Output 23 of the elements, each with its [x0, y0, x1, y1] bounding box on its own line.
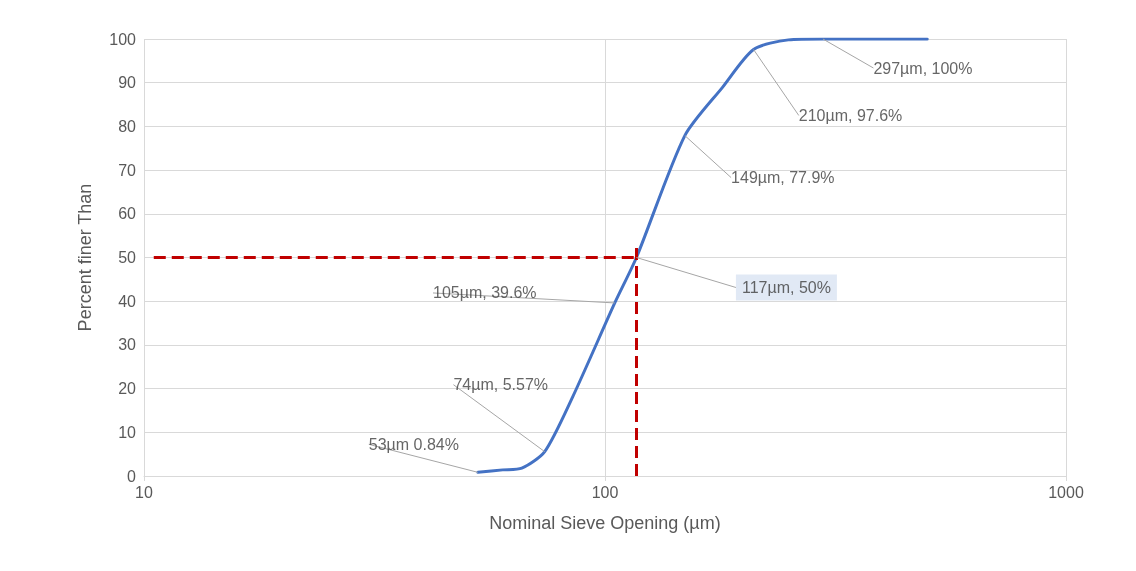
y-tick-label: 100 [109, 30, 137, 48]
y-tick-label: 80 [118, 117, 137, 135]
y-tick-label: 20 [118, 380, 137, 398]
y-tick-label: 30 [118, 336, 137, 354]
annotation: 297µm, 100% [873, 59, 973, 77]
y-tick-label: 50 [118, 249, 137, 266]
y-tick-label: 0 [127, 467, 137, 485]
x-axis-title: Nominal Sieve Opening (µm) [489, 513, 721, 533]
y-tick-label: 70 [118, 161, 137, 179]
annotation: 210µm, 97.6% [798, 106, 903, 124]
y-tick-label: 60 [118, 205, 137, 223]
annotation: 105µm, 39.6% [433, 284, 537, 302]
annotation: 149µm, 77.9% [731, 169, 835, 187]
x-tick-label: 100 [591, 483, 619, 501]
annotation: 53µm 0.84% [368, 435, 459, 453]
annotation: 74µm, 5.57% [453, 376, 549, 394]
y-axis-title: Percent finer Than [75, 183, 95, 332]
annotation: 117µm, 50% [741, 279, 831, 296]
y-tick-label: 10 [118, 423, 137, 441]
x-tick-label: 1000 [1048, 483, 1084, 501]
y-tick-label: 40 [118, 292, 137, 310]
y-tick-label: 90 [118, 74, 137, 92]
x-tick-label: 10 [135, 483, 153, 501]
